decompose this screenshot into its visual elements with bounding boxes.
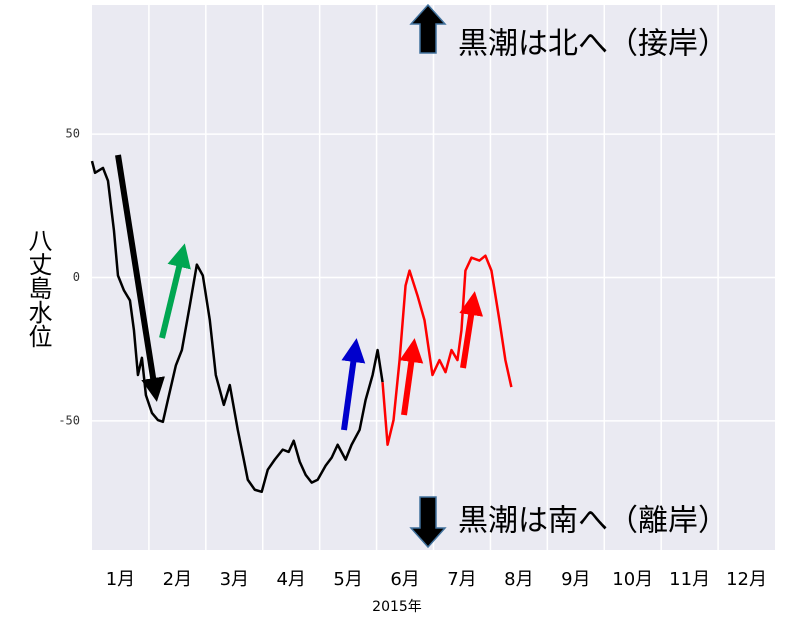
up-arrow-icon [409, 3, 447, 54]
x-tick-label: 12月 [726, 569, 767, 590]
arrow [115, 154, 165, 402]
arrows [115, 154, 484, 431]
arrow [399, 338, 424, 416]
x-tick-label: 3月 [220, 569, 249, 590]
arrow [159, 243, 191, 339]
x-tick-label: 2月 [163, 569, 192, 590]
data-line [90, 160, 384, 494]
x-tick-label: 5月 [333, 569, 362, 590]
y-axis-label: 八丈島水位 [24, 228, 52, 348]
x-tick-label: 9月 [561, 569, 590, 590]
annotation: 黒潮は南へ（離岸） [458, 504, 728, 539]
grid [92, 5, 775, 550]
x-axis-label: 2015年 [372, 599, 422, 615]
y-tick-label: 0 [73, 270, 80, 284]
x-tick-label: 6月 [390, 569, 419, 590]
arrow [459, 291, 484, 369]
x-tick-label: 8月 [504, 569, 533, 590]
x-tick-label: 11月 [669, 569, 710, 590]
x-tick-label: 4月 [276, 569, 305, 590]
down-arrow-icon [409, 496, 447, 549]
annotation: 黒潮は北へ（接岸） [458, 27, 728, 62]
lines [90, 160, 513, 494]
x-tick-label: 1月 [106, 569, 135, 590]
x-tick-label: 10月 [612, 569, 653, 590]
y-tick-label: -50 [58, 413, 80, 427]
data-line [381, 254, 513, 446]
y-tick-label: 50 [66, 127, 80, 141]
x-tick-label: 7月 [447, 569, 476, 590]
arrow [341, 338, 366, 431]
